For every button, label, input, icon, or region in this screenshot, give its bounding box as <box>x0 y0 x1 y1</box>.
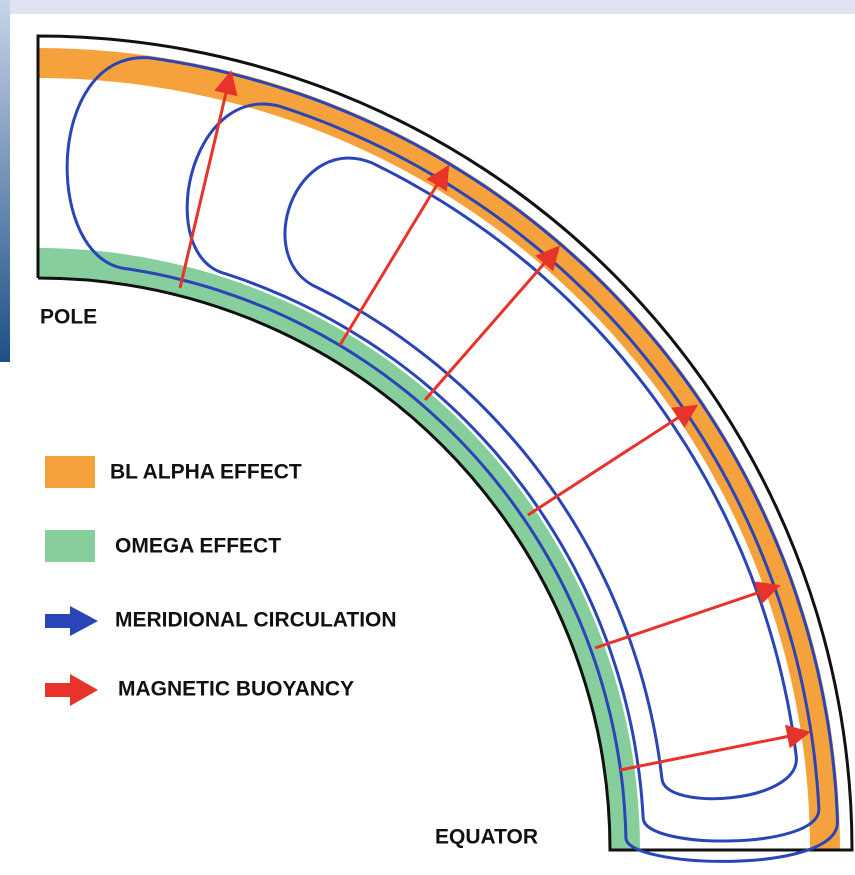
legend-label: MERIDIONAL CIRCULATION <box>115 609 397 632</box>
buoyancy-arrow <box>423 245 560 401</box>
legend-swatch <box>45 456 95 488</box>
side-band <box>0 0 10 362</box>
buoyancy-arrows <box>178 70 811 772</box>
equator-label: EQUATOR <box>435 826 538 849</box>
alpha-band <box>38 48 840 850</box>
quadrant-outline <box>36 34 854 852</box>
legend-label: OMEGA EFFECT <box>115 535 281 558</box>
legend-swatch <box>45 674 98 706</box>
pole-label: POLE <box>40 306 97 329</box>
legend-swatch <box>45 606 98 636</box>
buoyancy-arrow <box>527 404 699 517</box>
buoyancy-arrow <box>178 70 238 289</box>
buoyancy-arrow <box>338 164 450 346</box>
buoyancy-arrow <box>594 581 781 650</box>
legend-swatch <box>45 530 95 562</box>
circulation-loop <box>185 102 821 843</box>
legend-label: BL ALPHA EFFECT <box>110 461 302 484</box>
legend-label: MAGNETIC BUOYANCY <box>118 678 354 701</box>
top-band <box>0 0 855 14</box>
circulation-loop <box>65 56 840 863</box>
buoyancy-arrow <box>619 724 811 772</box>
